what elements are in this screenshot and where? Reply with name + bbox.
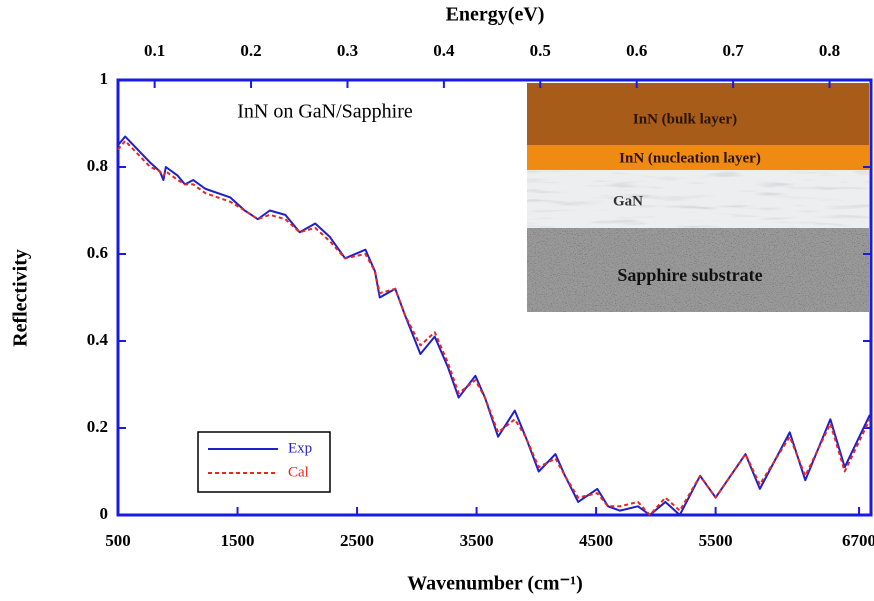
x-tick-label: 3500 — [460, 531, 494, 550]
x-tick-label: 5500 — [699, 531, 733, 550]
annotation: InN on GaN/Sapphire — [237, 101, 413, 123]
inset-texture — [527, 170, 869, 228]
plot-frame — [116, 78, 873, 517]
inset: InN (bulk layer) InN (nucleation layer) … — [527, 83, 869, 312]
data-line — [117, 135, 871, 516]
x2-tick-label: 0.2 — [240, 41, 261, 60]
x2-tick-label: 0.6 — [626, 41, 647, 60]
inset-layer — [527, 145, 869, 170]
x2-tick-label: 0.7 — [723, 41, 745, 60]
inset-label: InN (nucleation layer) — [619, 150, 761, 166]
x-axis-label: Wavenumber (cm⁻¹) — [407, 573, 583, 595]
inset-label: GaN — [613, 193, 643, 209]
inset-layer — [527, 83, 869, 145]
legend-label: Cal — [288, 464, 309, 480]
x-tick-label: 4500 — [579, 531, 613, 550]
legend-label: Exp — [288, 440, 312, 456]
x-tick-label: 2500 — [340, 531, 374, 550]
y-tick-label: 0.8 — [87, 156, 108, 175]
top-axis-title: Energy(eV) — [446, 4, 545, 26]
x-tick-label: 1500 — [221, 531, 255, 550]
inset-texture — [527, 228, 869, 312]
inset-label: Sapphire substrate — [617, 265, 762, 285]
x2-tick-label: 0.5 — [530, 41, 551, 60]
y-tick-label: 0.6 — [87, 243, 108, 262]
y-tick-label: 0.2 — [87, 417, 108, 436]
x-tick-label: 500 — [105, 531, 131, 550]
x2-tick-label: 0.4 — [433, 41, 455, 60]
y-tick-label: 0.4 — [87, 330, 109, 349]
x-tick-label: 6700 — [842, 531, 874, 550]
x2-tick-label: 0.1 — [144, 41, 165, 60]
inset-label: InN (bulk layer) — [633, 111, 737, 127]
x2-tick-label: 0.8 — [819, 41, 840, 60]
y-tick-label: 1 — [100, 69, 109, 88]
x2-tick-label: 0.3 — [337, 41, 358, 60]
legend-box — [197, 431, 331, 493]
y-axis-label: Reflectivity — [10, 249, 32, 347]
y-tick-label: 0 — [100, 504, 109, 523]
